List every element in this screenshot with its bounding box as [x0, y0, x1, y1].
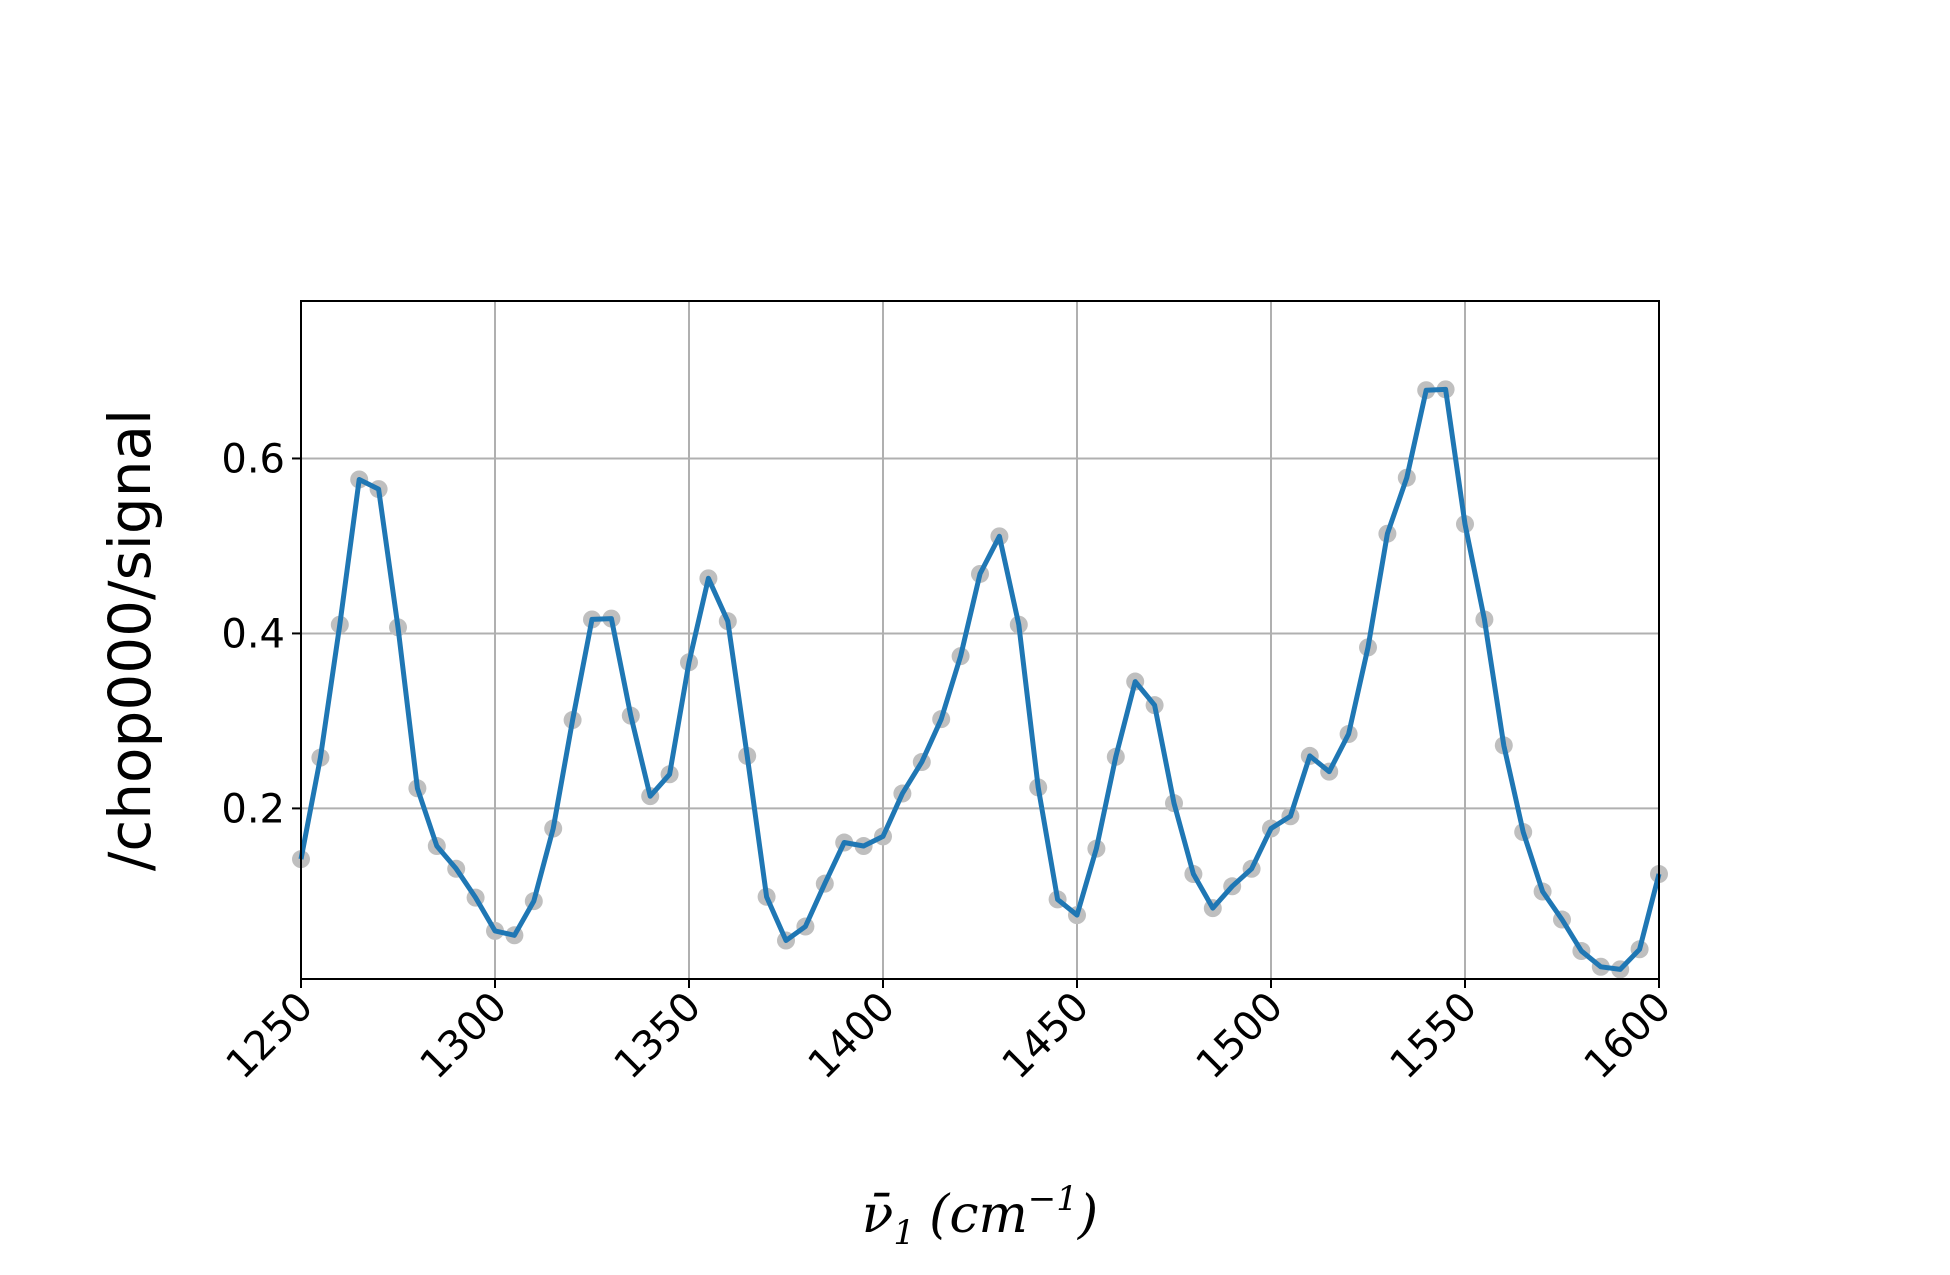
y-tick-label: 0.2	[221, 786, 285, 832]
data-markers	[292, 380, 1668, 979]
y-tick-label: 0.6	[221, 436, 285, 482]
x-axis-label: ν̄1 (cm−1)	[862, 1179, 1098, 1253]
x-label-unit: (cm	[929, 1185, 1028, 1245]
grid	[300, 301, 1660, 979]
y-tick-label: 0.4	[221, 611, 285, 657]
x-tick-label: 1500	[1188, 984, 1293, 1089]
x-tick-label: 1600	[1576, 984, 1681, 1089]
x-tick-label: 1400	[800, 984, 905, 1089]
y-axis-label: /chop000/signal	[96, 409, 164, 871]
x-tick-label: 1250	[218, 984, 323, 1089]
series-line	[298, 386, 1662, 972]
x-label-exponent: −1	[1028, 1179, 1078, 1219]
x-tick-label: 1300	[412, 984, 517, 1089]
x-label-close: )	[1077, 1185, 1098, 1245]
x-tick-label: 1350	[606, 984, 711, 1089]
y-axis: 0.2 0.4 0.6	[221, 436, 301, 832]
x-label-symbol: ν̄	[862, 1185, 894, 1245]
x-label-subscript: 1	[893, 1213, 915, 1253]
x-tick-label: 1450	[994, 984, 1099, 1089]
plot-frame	[300, 300, 1660, 980]
x-axis: 1250 1300 1350 1400 1450 1500 1550 1600	[218, 979, 1681, 1089]
x-tick-label: 1550	[1382, 984, 1487, 1089]
